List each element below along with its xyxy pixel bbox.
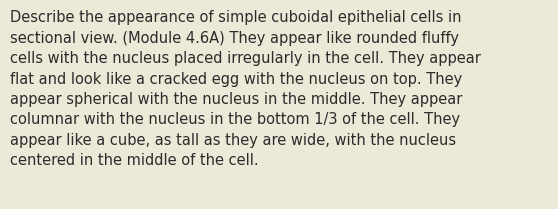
Text: Describe the appearance of simple cuboidal epithelial cells in
sectional view. (: Describe the appearance of simple cuboid…: [10, 10, 481, 168]
